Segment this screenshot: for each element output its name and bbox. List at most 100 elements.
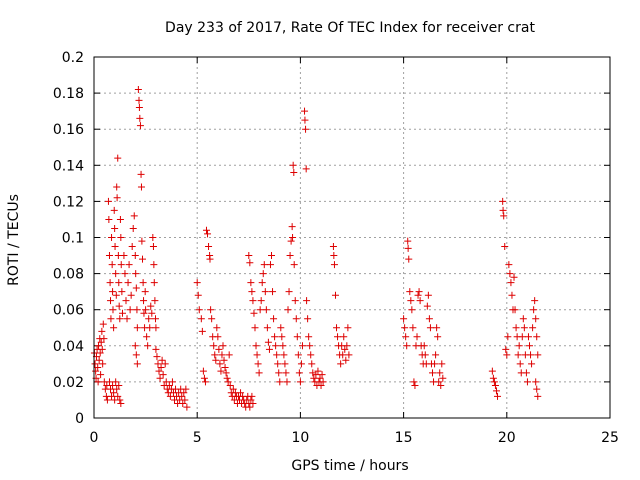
data-point <box>114 392 122 400</box>
y-tick-label: 0.18 <box>53 86 84 102</box>
data-point <box>515 342 523 350</box>
data-point <box>283 378 291 386</box>
data-point <box>526 342 534 350</box>
data-point <box>150 261 158 269</box>
data-point <box>195 306 203 314</box>
y-tick-label: 0.16 <box>53 122 84 138</box>
data-point <box>249 400 257 408</box>
data-point <box>295 369 303 377</box>
y-tick-label: 0.08 <box>53 267 84 283</box>
data-point <box>423 302 431 310</box>
data-point <box>106 279 114 287</box>
data-point <box>534 351 542 359</box>
x-tick-label: 0 <box>90 430 99 446</box>
data-point <box>340 333 348 341</box>
data-point <box>403 342 411 350</box>
data-point <box>149 243 157 251</box>
data-point <box>253 351 261 359</box>
data-point <box>428 369 436 377</box>
data-point <box>98 345 106 353</box>
data-point <box>491 382 499 390</box>
data-point <box>284 306 292 314</box>
data-point <box>302 165 310 173</box>
data-point <box>268 252 276 260</box>
data-point <box>254 360 262 368</box>
data-point <box>200 374 208 382</box>
data-point <box>530 306 538 314</box>
x-tick-label: 25 <box>601 430 619 446</box>
data-point <box>127 291 135 299</box>
data-point <box>141 288 149 296</box>
data-point <box>272 342 280 350</box>
data-point <box>114 154 122 162</box>
data-point <box>296 378 304 386</box>
data-point <box>138 237 146 245</box>
data-point <box>249 297 257 305</box>
data-point <box>499 197 507 205</box>
data-point <box>516 360 524 368</box>
y-tick-label: 0.04 <box>53 339 84 355</box>
data-point <box>499 206 507 214</box>
data-point <box>489 374 497 382</box>
data-point <box>142 306 150 314</box>
data-point <box>529 324 537 332</box>
data-point <box>508 291 516 299</box>
data-point <box>433 324 441 332</box>
data-point <box>110 206 118 214</box>
data-point <box>259 270 267 278</box>
data-point <box>139 255 147 263</box>
data-point <box>92 367 100 375</box>
data-point <box>533 333 541 341</box>
data-point <box>199 367 207 375</box>
data-point <box>404 244 412 252</box>
data-point <box>132 351 140 359</box>
data-point <box>260 261 268 269</box>
data-point <box>98 327 106 335</box>
data-point <box>140 297 148 305</box>
data-point <box>212 356 220 364</box>
data-point <box>293 333 301 341</box>
data-point <box>180 389 188 397</box>
data-point <box>210 342 218 350</box>
data-point <box>302 125 310 133</box>
data-point <box>218 351 226 359</box>
data-point <box>527 351 535 359</box>
data-point <box>276 378 284 386</box>
data-point <box>105 378 113 386</box>
data-point <box>421 351 429 359</box>
y-tick-label: 0 <box>75 411 84 427</box>
data-point <box>405 255 413 263</box>
data-points <box>90 85 542 411</box>
data-point <box>406 288 414 296</box>
data-point <box>528 360 536 368</box>
data-point <box>162 378 170 386</box>
data-point <box>342 356 350 364</box>
data-point <box>220 356 228 364</box>
y-tick-label: 0.2 <box>62 50 84 66</box>
data-point <box>109 382 117 390</box>
data-point <box>130 212 138 220</box>
data-point <box>113 194 121 202</box>
data-point <box>143 333 151 341</box>
data-point <box>205 243 213 251</box>
data-point <box>492 387 500 395</box>
data-point <box>502 345 510 353</box>
data-point <box>118 309 126 317</box>
data-point <box>159 371 167 379</box>
data-point <box>206 255 214 263</box>
data-point <box>107 315 115 323</box>
data-point <box>111 224 119 232</box>
data-point <box>117 400 125 408</box>
data-point <box>151 297 159 305</box>
data-point <box>329 243 337 251</box>
data-point <box>113 183 121 191</box>
data-point <box>532 315 540 323</box>
data-point <box>500 212 508 220</box>
data-point <box>123 315 131 323</box>
data-point <box>401 324 409 332</box>
data-point <box>506 270 514 278</box>
data-point <box>133 306 141 314</box>
data-point <box>438 360 446 368</box>
data-point <box>256 306 264 314</box>
data-point <box>490 378 498 386</box>
